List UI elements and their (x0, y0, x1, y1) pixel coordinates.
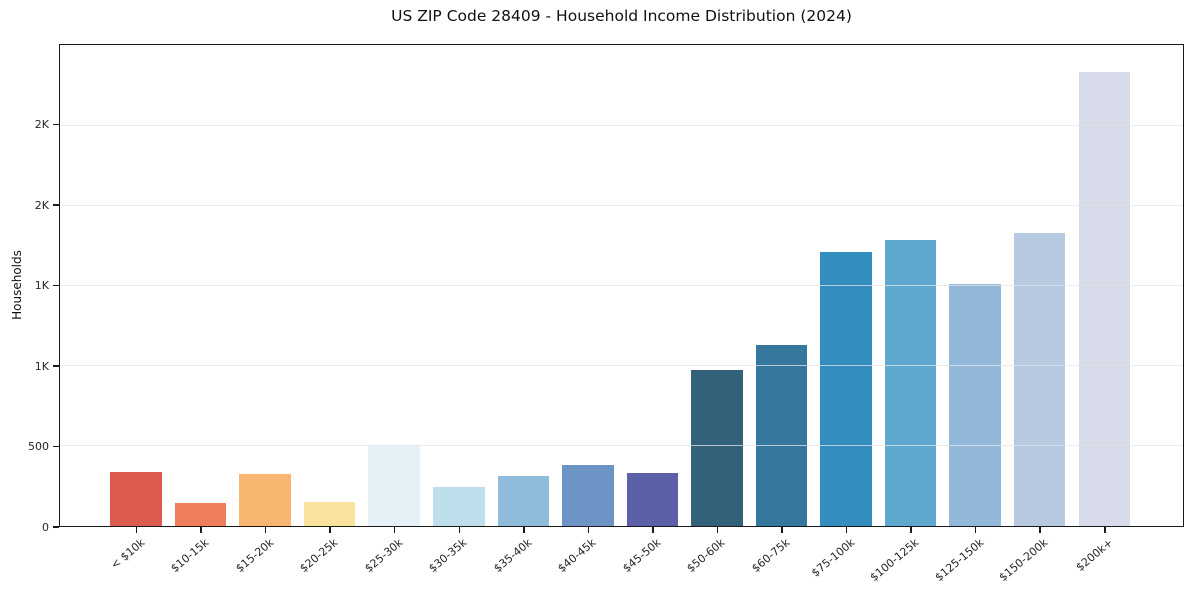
x-tick-mark (1104, 527, 1106, 533)
bar (497, 476, 550, 526)
bar (884, 239, 937, 526)
x-tick-mark (652, 527, 654, 533)
y-tick-mark (53, 365, 59, 367)
bar (174, 502, 227, 526)
x-tick-label: < $10k (107, 536, 147, 572)
y-tick-mark (53, 284, 59, 287)
bar (1013, 233, 1066, 526)
x-tick-mark (716, 527, 719, 533)
bar (820, 252, 872, 526)
x-tick-mark (329, 527, 331, 533)
gridline (60, 285, 1183, 286)
x-tick-mark (910, 527, 912, 533)
bar (562, 465, 614, 526)
x-tick-mark (587, 527, 590, 533)
bar (1078, 71, 1130, 526)
y-tick-label: 500 (28, 440, 49, 453)
gridline (60, 125, 1183, 126)
x-tick-mark (135, 527, 138, 533)
bar (755, 344, 808, 526)
bar (239, 474, 291, 526)
x-tick-mark (523, 527, 525, 533)
x-tick-mark (974, 527, 977, 533)
y-tick-mark (53, 204, 59, 206)
bar (303, 501, 356, 526)
bar (626, 473, 679, 526)
gridlines-container (60, 45, 1183, 526)
x-tick-mark (1039, 527, 1041, 533)
x-tick-mark (264, 527, 267, 533)
y-tick-mark (53, 123, 59, 126)
y-tick-label: 1K (34, 279, 49, 292)
y-tick-mark (53, 445, 59, 448)
y-tick-label: 2K (34, 118, 49, 131)
gridline (60, 365, 1183, 366)
gridline (60, 445, 1183, 446)
bar (691, 370, 743, 526)
bar (433, 486, 485, 526)
x-tick-mark (845, 527, 848, 533)
x-tick-mark (458, 527, 460, 533)
bar (368, 445, 420, 526)
y-tick-label: 2K (34, 198, 49, 212)
bar (110, 471, 162, 526)
gridline (60, 205, 1183, 206)
plot-area (59, 44, 1184, 527)
y-tick-label: 1K (34, 359, 49, 373)
x-tick-mark (393, 527, 396, 533)
chart-title: US ZIP Code 28409 - Household Income Dis… (391, 7, 852, 25)
x-tick-mark (781, 527, 783, 533)
y-tick-mark (53, 526, 59, 528)
y-tick-label: 0 (42, 520, 49, 534)
bar (949, 284, 1001, 526)
bars-container (60, 45, 1183, 526)
x-tick-mark (200, 527, 202, 533)
